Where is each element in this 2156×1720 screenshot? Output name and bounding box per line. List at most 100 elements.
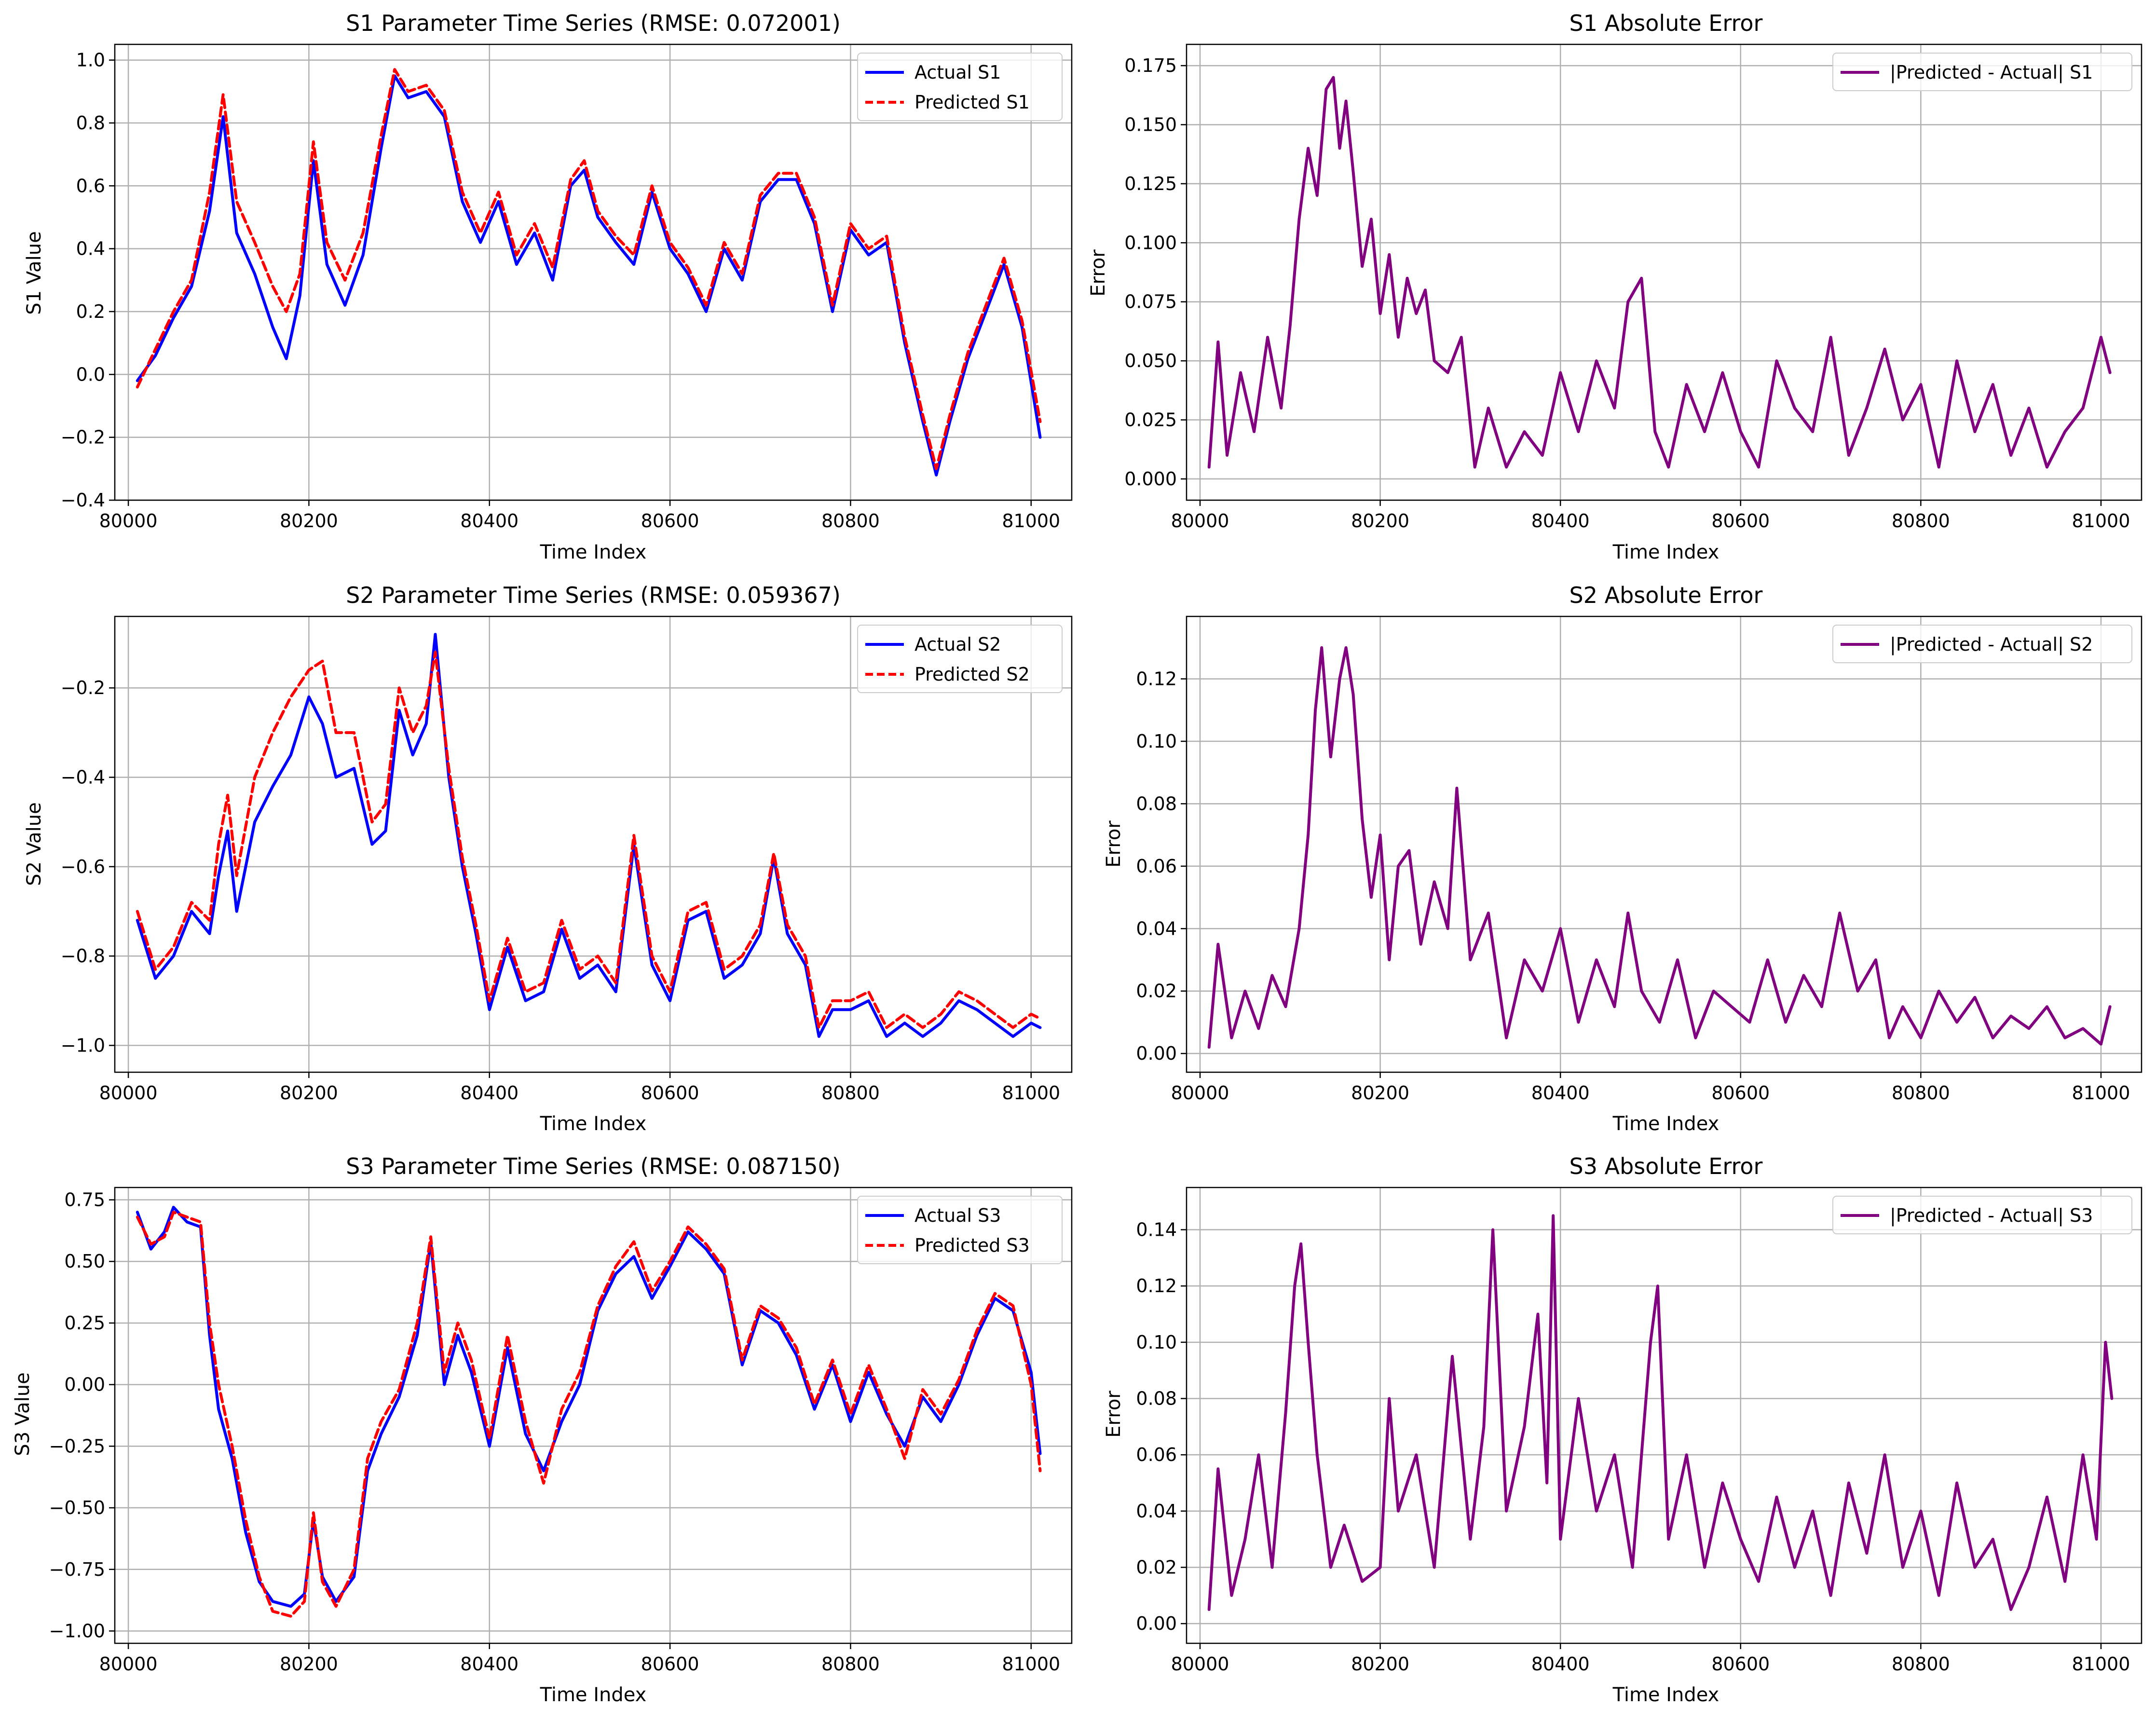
x-tick-label: 81000: [1002, 1653, 1060, 1675]
legend-box: [1832, 1196, 2132, 1234]
chart-title: S2 Parameter Time Series (RMSE: 0.059367…: [346, 582, 841, 608]
y-tick-label: 0.04: [1136, 1501, 1177, 1522]
y-axis-label: S2 Value: [23, 802, 45, 886]
x-axis-label: Time Index: [1612, 541, 1719, 563]
x-tick-label: 80600: [641, 1653, 699, 1675]
legend-label: Predicted S3: [914, 1235, 1030, 1256]
x-tick-label: 81000: [2072, 1653, 2130, 1675]
x-tick-label: 80400: [1531, 1653, 1590, 1675]
x-tick-label: 80000: [99, 510, 158, 532]
y-axis-label: S3 Value: [12, 1372, 34, 1456]
x-tick-label: 80400: [1531, 510, 1590, 532]
x-tick-label: 80400: [460, 510, 519, 532]
chart-title: S3 Absolute Error: [1569, 1153, 1763, 1179]
y-tick-label: 0.6: [76, 175, 105, 196]
y-tick-label: 0.14: [1136, 1219, 1177, 1241]
y-tick-label: −0.25: [49, 1435, 105, 1457]
legend-box: [857, 625, 1063, 693]
panel-s3-error: S3 Absolute Error Time Index Error 80000…: [1103, 1153, 2142, 1706]
series-line: [136, 633, 1042, 1038]
series-line: [136, 74, 1042, 477]
legend-box: [1832, 53, 2132, 91]
y-tick-label: 1.0: [76, 50, 105, 71]
y-tick-label: 0.075: [1124, 291, 1177, 313]
x-tick-label: 80400: [460, 1653, 519, 1675]
legend: Actual S1 Predicted S1: [857, 53, 1063, 121]
x-tick-label: 80000: [1171, 1653, 1229, 1675]
y-tick-label: −0.6: [61, 856, 105, 877]
x-tick-label: 80600: [1711, 510, 1770, 532]
x-tick-label: 80800: [1892, 510, 1950, 532]
x-axis-label: Time Index: [540, 541, 647, 563]
y-tick-label: 0.8: [76, 112, 105, 134]
legend-label: |Predicted - Actual| S1: [1890, 62, 2093, 83]
x-tick-label: 80200: [1351, 1653, 1409, 1675]
legend-label: Actual S1: [914, 62, 1001, 83]
y-tick-label: 0.4: [76, 238, 105, 259]
series-line: [136, 1211, 1042, 1618]
x-tick-label: 80800: [1892, 1653, 1950, 1675]
plot-area: 80000 80200 80400 80600 80800 81000 0.000 0.025…: [1124, 43, 2142, 532]
chart-title: S1 Absolute Error: [1569, 10, 1763, 36]
axes-frame: [114, 43, 1073, 501]
y-tick-label: 0.02: [1136, 1557, 1177, 1578]
y-tick-label: 0.00: [1136, 1043, 1177, 1064]
y-tick-label: 0.00: [64, 1374, 105, 1395]
y-tick-label: 0.175: [1124, 55, 1177, 76]
panel-s2-series: S2 Parameter Time Series (RMSE: 0.059367…: [23, 582, 1073, 1135]
series-line: [1207, 76, 2112, 469]
y-tick-label: 0.000: [1124, 468, 1177, 490]
x-tick-label: 81000: [2072, 510, 2130, 532]
y-tick-label: 0.08: [1136, 1388, 1177, 1409]
panel-s3-series: S3 Parameter Time Series (RMSE: 0.087150…: [12, 1153, 1073, 1706]
y-tick-label: 0.10: [1136, 731, 1177, 752]
x-tick-label: 80200: [1351, 1082, 1409, 1104]
x-tick-label: 80800: [1892, 1082, 1950, 1104]
y-tick-label: 0.025: [1124, 410, 1177, 431]
axes-frame: [1186, 1187, 2142, 1644]
legend-label: Actual S3: [914, 1205, 1001, 1226]
chart-title: S3 Parameter Time Series (RMSE: 0.087150…: [346, 1153, 841, 1179]
x-tick-label: 80600: [1711, 1653, 1770, 1675]
x-tick-label: 81000: [2072, 1082, 2130, 1104]
chart-title: S1 Parameter Time Series (RMSE: 0.072001…: [346, 10, 841, 36]
y-tick-label: 0.2: [76, 301, 105, 322]
legend-box: [1832, 625, 2132, 663]
panel-s1-series: S1 Parameter Time Series (RMSE: 0.072001…: [23, 10, 1073, 563]
x-tick-label: 80800: [821, 510, 880, 532]
x-axis-label: Time Index: [1612, 1113, 1719, 1135]
legend: |Predicted - Actual| S2: [1832, 625, 2132, 663]
x-tick-label: 80200: [280, 1653, 338, 1675]
y-tick-label: −0.50: [49, 1497, 105, 1518]
x-tick-label: 80200: [280, 1082, 338, 1104]
x-tick-label: 80800: [821, 1082, 880, 1104]
axes-frame: [1186, 615, 2142, 1073]
chart-title: S2 Absolute Error: [1569, 582, 1763, 608]
y-axis-label: Error: [1103, 1391, 1125, 1438]
y-tick-label: 0.10: [1136, 1332, 1177, 1353]
y-tick-label: 0.25: [64, 1312, 105, 1334]
legend-label: |Predicted - Actual| S2: [1890, 634, 2093, 655]
legend-label: |Predicted - Actual| S3: [1890, 1205, 2093, 1227]
y-tick-label: 0.00: [1136, 1613, 1177, 1634]
x-tick-label: 80200: [280, 510, 338, 532]
plot-area: 80000 80200 80400 80600 80800 81000 0.00 0.02 0.…: [1136, 1187, 2142, 1675]
y-tick-label: 0.150: [1124, 114, 1177, 135]
plot-area: 80000 80200 80400 80600 80800 81000 0.00 0.02 0.…: [1136, 615, 2142, 1104]
y-tick-label: 0.06: [1136, 856, 1177, 877]
legend-box: [857, 1196, 1063, 1264]
y-tick-label: 0.06: [1136, 1444, 1177, 1465]
y-tick-label: 0.100: [1124, 232, 1177, 253]
series-line: [136, 651, 1042, 1029]
x-tick-label: 81000: [1002, 1082, 1060, 1104]
y-tick-label: −0.75: [49, 1559, 105, 1580]
y-axis-label: S1 Value: [23, 231, 45, 314]
series-line: [1207, 646, 2112, 1049]
x-tick-label: 80000: [99, 1082, 158, 1104]
x-axis-label: Time Index: [540, 1113, 647, 1135]
y-axis-label: Error: [1087, 249, 1109, 297]
y-tick-label: 0.08: [1136, 793, 1177, 814]
panel-s2-error: S2 Absolute Error Time Index Error 80000…: [1103, 582, 2142, 1135]
